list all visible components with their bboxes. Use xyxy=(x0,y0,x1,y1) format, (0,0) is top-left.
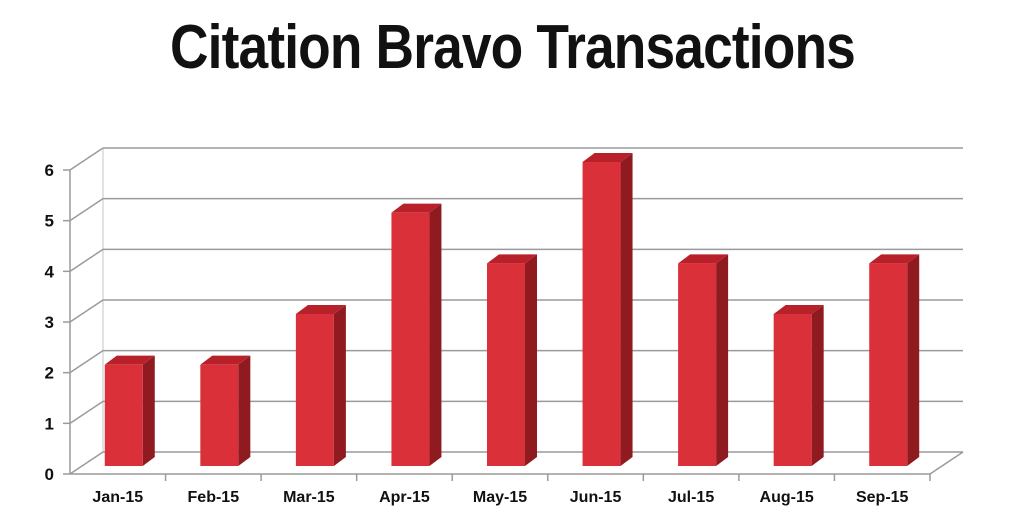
bar xyxy=(295,305,346,466)
gridline-side xyxy=(69,198,104,222)
gridline-side xyxy=(69,299,104,323)
bar-top xyxy=(678,254,729,264)
bar xyxy=(391,203,442,466)
bar-top xyxy=(487,254,537,264)
bar-side xyxy=(142,355,155,466)
gridline-side xyxy=(69,248,104,272)
y-tick-label: 1 xyxy=(45,414,54,433)
bar-side xyxy=(238,355,251,466)
x-tick-label: Mar-15 xyxy=(283,489,335,506)
bar-front xyxy=(104,364,143,466)
y-tick-label: 2 xyxy=(45,364,54,383)
bar-front xyxy=(487,263,525,466)
bar-top xyxy=(391,203,442,213)
bar xyxy=(104,355,155,466)
bar-front xyxy=(869,263,908,466)
bar-front xyxy=(773,314,812,466)
bar-side xyxy=(525,254,537,466)
bar-front xyxy=(200,364,239,466)
y-tick-label: 4 xyxy=(45,262,55,281)
x-tick-label: Feb-15 xyxy=(188,489,240,506)
y-tick-label: 0 xyxy=(45,465,54,484)
bar-top xyxy=(104,355,155,365)
bar-top xyxy=(869,254,920,264)
bar xyxy=(678,254,729,466)
x-tick-label: Sep-15 xyxy=(856,489,909,506)
bar-front xyxy=(295,314,334,466)
bar xyxy=(773,305,824,466)
x-tick-label: Jul-15 xyxy=(668,489,714,506)
gridline-side xyxy=(69,400,104,424)
x-tick-label: Apr-15 xyxy=(379,489,430,506)
x-tick-label: Jun-15 xyxy=(570,489,622,506)
bar-top xyxy=(582,153,633,162)
y-tick-label: 6 xyxy=(45,161,54,180)
bar-top xyxy=(773,305,824,314)
bar-side xyxy=(429,203,442,466)
bar xyxy=(582,153,633,466)
floor-edge xyxy=(929,451,964,475)
y-tick-label: 5 xyxy=(45,212,54,231)
bar-side xyxy=(333,305,346,466)
chart-title: Citation Bravo Transactions xyxy=(170,13,856,82)
bar-front xyxy=(678,263,717,466)
x-tick-label: Aug-15 xyxy=(760,489,814,506)
y-tick-label: 3 xyxy=(45,313,54,332)
x-tick-label: Jan-15 xyxy=(92,489,143,506)
bar-top xyxy=(295,305,346,314)
bar xyxy=(200,355,251,466)
bar xyxy=(869,254,920,466)
x-tick-label: May-15 xyxy=(473,489,527,506)
bar-top xyxy=(200,355,251,365)
bar xyxy=(487,254,537,466)
bar-front xyxy=(391,212,430,466)
gridline-side xyxy=(69,147,104,171)
gridline-side xyxy=(69,350,104,374)
bar-side xyxy=(811,305,824,466)
y-axis-ticks: 0 1 2 3 4 5 6 xyxy=(45,161,55,484)
bar-front xyxy=(582,162,621,466)
bar-side xyxy=(620,153,633,466)
bar-side xyxy=(907,254,920,466)
x-axis-labels: Jan-15 Feb-15 Mar-15 Apr-15 May-15 Jun-15 Jul-… xyxy=(92,474,931,506)
gridline-side xyxy=(69,451,104,475)
bar-side xyxy=(716,254,729,466)
bars xyxy=(104,153,920,466)
